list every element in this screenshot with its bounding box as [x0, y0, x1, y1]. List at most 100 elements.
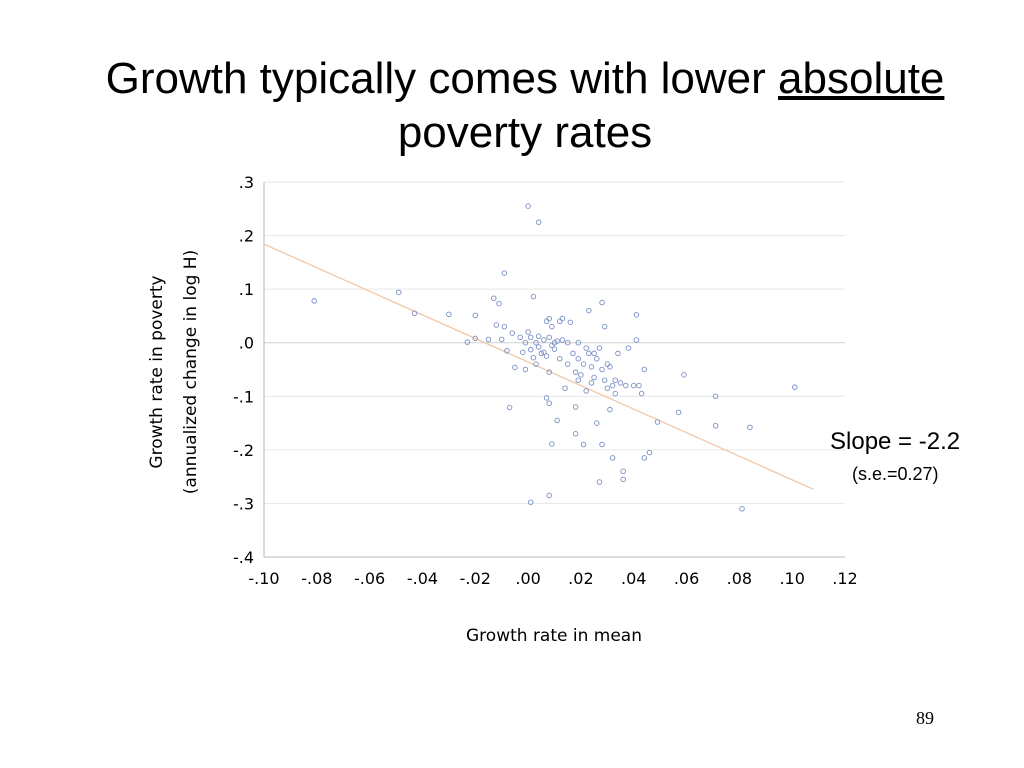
y-tick-labels: .3 .2 .1 .0 -.1 -.2 -.3 -.4: [233, 173, 254, 567]
y-tick-label: .3: [239, 173, 254, 192]
scatter-point: [557, 356, 563, 362]
x-tick-label: .06: [674, 569, 699, 588]
scatter-point: [596, 345, 603, 351]
scatter-point: [572, 404, 579, 410]
scatter-point: [641, 455, 648, 461]
scatter-point: [512, 364, 518, 371]
scatter-point: [572, 369, 579, 375]
scatter-point: [586, 307, 592, 314]
scatter-point: [612, 377, 618, 383]
scatter-point: [654, 419, 661, 425]
scatter-point: [564, 361, 571, 367]
scatter-point: [530, 354, 537, 361]
scatter-point: [580, 441, 587, 448]
scatter-point: [572, 431, 579, 437]
scatter-point: [675, 409, 682, 416]
scatter-point: [535, 344, 542, 350]
scatter-point: [554, 338, 560, 344]
slope-annotation: Slope = -2.2: [830, 428, 961, 455]
scatter-point: [609, 382, 616, 389]
y-tick-label: .0: [239, 334, 254, 353]
page-number: 89: [916, 708, 934, 728]
data-points: [311, 203, 798, 512]
scatter-point: [559, 315, 566, 322]
y-tick-label: .1: [239, 280, 254, 299]
scatter-point: [586, 350, 592, 357]
scatter-point: [564, 339, 571, 346]
scatter-point: [472, 335, 479, 342]
y-axis-title-line2: (annualized change in log H): [181, 250, 201, 494]
x-tick-label: .08: [727, 569, 752, 588]
trend-line: [263, 243, 814, 490]
scatter-point: [633, 312, 640, 318]
scatter-point: [630, 382, 637, 389]
scatter-point: [541, 337, 547, 343]
scatter-point: [496, 300, 502, 307]
scatter-point: [485, 336, 492, 343]
scatter-point: [575, 356, 582, 362]
scatter-point: [562, 385, 568, 392]
x-tick-label: -.06: [354, 569, 385, 588]
scatter-point: [493, 322, 500, 328]
scatter-point: [747, 424, 753, 431]
scatter-point: [525, 203, 531, 209]
scatter-point: [607, 406, 613, 413]
scatter-point: [554, 417, 560, 424]
x-tick-label: -.04: [407, 569, 438, 588]
x-tick-label: .02: [568, 569, 593, 588]
scatter-point: [567, 319, 574, 326]
scatter-point: [712, 423, 719, 429]
y-tick-label: -.1: [233, 387, 254, 406]
scatter-point: [535, 219, 542, 225]
scatter-point: [520, 349, 526, 356]
scatter-point: [559, 337, 566, 343]
x-tick-labels: -.10 -.08 -.06 -.04 -.02 .00 .02 .04 .06 .08 .10 .1…: [248, 569, 857, 588]
scatter-point: [617, 380, 624, 386]
scatter-point: [594, 420, 600, 426]
scatter-point: [549, 441, 555, 447]
scatter-point: [543, 318, 550, 325]
scatter-point: [599, 441, 605, 448]
scatter-point: [491, 295, 497, 302]
scatter-point: [446, 311, 452, 318]
scatter-point: [546, 492, 552, 499]
scatter-point: [472, 312, 479, 319]
scatter-point: [501, 323, 508, 330]
scatter-point: [681, 372, 687, 378]
scatter-point: [712, 393, 719, 400]
x-tick-label: -.08: [301, 569, 332, 588]
scatter-point: [546, 334, 552, 341]
scatter-point: [594, 356, 600, 362]
scatter-point: [527, 346, 534, 353]
scatter-point: [557, 318, 563, 325]
scatter-point: [578, 372, 584, 378]
scatter-point: [583, 388, 589, 394]
title-underlined-word: absolute: [778, 54, 945, 103]
scatter-point: [792, 384, 798, 390]
scatter-point: [620, 468, 626, 475]
scatter-point: [633, 337, 640, 343]
y-tick-label: -.2: [233, 441, 254, 460]
scatter-point: [636, 382, 642, 389]
scatter-point: [641, 366, 648, 373]
title-part1: Growth typically comes with lower: [105, 54, 779, 103]
scatter-point: [599, 366, 605, 373]
x-axis-title: Growth rate in mean: [466, 626, 642, 646]
x-tick-label: .12: [832, 569, 857, 588]
scatter-point: [625, 345, 632, 351]
x-tick-label: .00: [515, 569, 540, 588]
scatter-point: [546, 400, 552, 407]
scatter-point: [575, 377, 582, 383]
scatter-point: [575, 339, 582, 346]
scatter-point: [604, 361, 611, 367]
scatter-point: [395, 289, 402, 296]
y-tick-label: .2: [239, 227, 254, 246]
scatter-point: [543, 353, 550, 359]
scatter-point: [541, 349, 547, 356]
scatter-point: [504, 348, 510, 354]
standard-error-annotation: (s.e.=0.27): [852, 464, 939, 484]
slide-title: Growth typically comes with lower absolu…: [40, 52, 1010, 160]
scatter-point: [501, 270, 508, 276]
scatter-point: [464, 339, 471, 345]
scatter-point: [530, 293, 537, 300]
